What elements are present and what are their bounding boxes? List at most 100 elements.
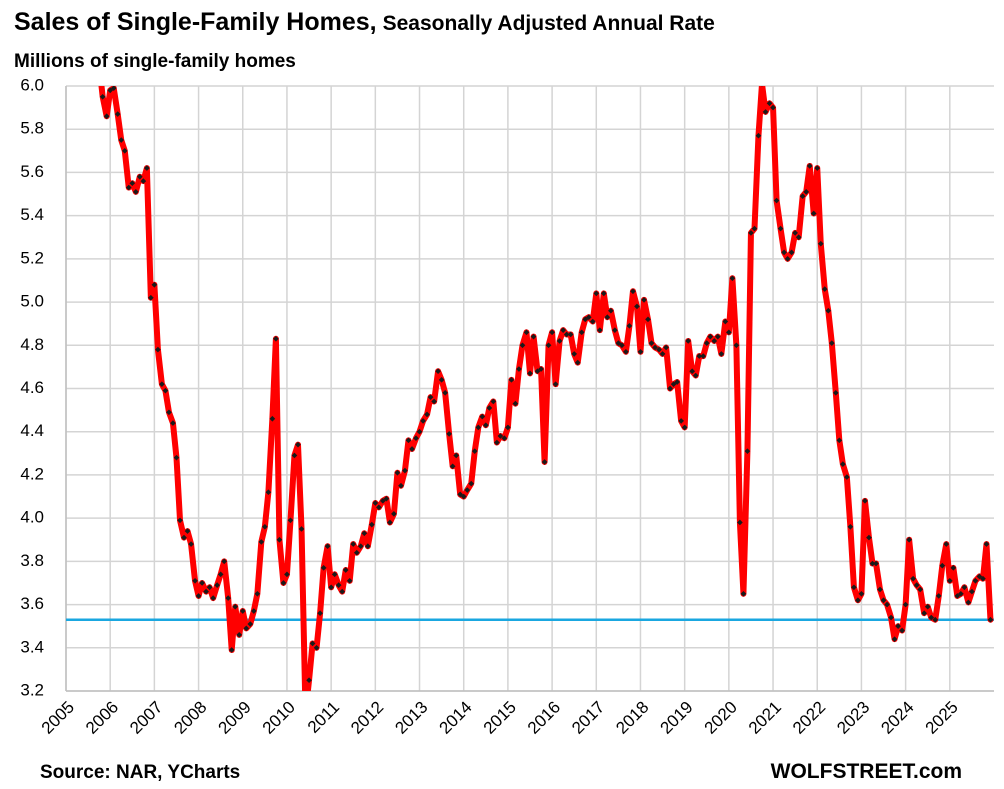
data-point: [821, 286, 828, 292]
data-point: [634, 303, 640, 310]
y-tick-label: 4.8: [20, 335, 44, 354]
data-point: [714, 333, 721, 340]
data-point: [162, 387, 169, 394]
data-point: [173, 454, 180, 461]
data-point: [902, 601, 909, 608]
data-point: [376, 504, 382, 511]
data-point: [239, 608, 246, 614]
data-point: [663, 344, 669, 351]
y-tick-label: 3.8: [20, 551, 44, 570]
data-point: [884, 601, 890, 608]
y-tick-label: 5.6: [20, 162, 44, 181]
data-point: [383, 495, 390, 502]
data-point: [777, 225, 784, 232]
x-tick-label: 2025: [922, 698, 962, 738]
data-point: [667, 385, 673, 392]
data-point: [405, 437, 412, 444]
data-point: [339, 588, 346, 595]
data-point: [726, 329, 732, 336]
data-point: [195, 593, 202, 599]
data-point: [372, 500, 379, 506]
data-point: [309, 640, 316, 647]
data-point: [125, 184, 132, 191]
data-point: [435, 368, 441, 375]
data-point: [656, 346, 662, 353]
data-point: [364, 543, 371, 550]
data-point: [567, 331, 574, 338]
data-point: [269, 415, 276, 422]
data-point: [921, 610, 928, 617]
data-point: [538, 366, 544, 372]
data-point: [737, 519, 743, 526]
data-point: [346, 577, 353, 584]
data-point: [431, 398, 437, 405]
data-point: [265, 489, 272, 496]
data-line: [98, 86, 994, 691]
data-point: [571, 351, 578, 357]
data-point: [170, 420, 176, 426]
data-point: [99, 93, 106, 100]
data-point: [250, 608, 257, 614]
data-point: [773, 197, 780, 204]
data-point: [556, 338, 563, 344]
data-point: [228, 647, 235, 653]
y-tick-label: 4.4: [20, 421, 44, 440]
x-tick-label: 2008: [170, 698, 210, 738]
data-point: [192, 577, 198, 584]
data-point: [460, 493, 467, 500]
data-point: [880, 597, 887, 604]
y-tick-label: 3.6: [20, 594, 44, 613]
data-point: [243, 625, 250, 632]
data-point: [862, 498, 868, 504]
data-point: [722, 318, 729, 325]
data-point: [733, 342, 740, 349]
data-point: [284, 571, 290, 578]
data-point: [696, 353, 703, 359]
data-point: [380, 498, 386, 504]
data-point: [103, 113, 110, 120]
source: Source: NAR, YCharts: [40, 762, 240, 783]
data-point: [519, 342, 526, 349]
data-point: [177, 517, 183, 524]
data-point: [744, 448, 751, 454]
data-point: [563, 331, 570, 338]
data-point: [600, 290, 607, 297]
data-point: [335, 582, 342, 588]
data-point: [917, 586, 924, 593]
y-tick-label: 5.2: [20, 248, 44, 267]
data-point: [623, 348, 629, 355]
data-point: [781, 249, 787, 256]
data-point: [501, 435, 508, 442]
x-tick-label: 2024: [877, 698, 917, 738]
data-point: [549, 329, 555, 336]
data-point: [946, 577, 953, 584]
data-point: [114, 111, 121, 117]
data-point: [424, 411, 430, 418]
data-point: [574, 359, 581, 366]
data-point: [523, 329, 530, 336]
data-point: [129, 180, 136, 187]
data-point: [303, 710, 309, 716]
data-point: [490, 398, 497, 405]
data-point: [78, 0, 84, 2]
data-point: [313, 644, 320, 651]
data-point: [132, 189, 139, 195]
data-point: [877, 586, 883, 593]
data-point: [795, 234, 802, 241]
data-point: [184, 528, 191, 534]
data-point: [924, 603, 931, 610]
x-tick-label: 2023: [833, 698, 873, 738]
data-point: [552, 381, 559, 388]
data-point: [357, 543, 364, 550]
data-point: [534, 368, 541, 375]
data-point: [63, 79, 69, 85]
data-point: [317, 610, 323, 617]
x-tick-label: 2021: [745, 698, 785, 738]
data-point: [652, 344, 658, 351]
data-point: [420, 418, 426, 424]
data-point: [320, 565, 327, 571]
data-point: [589, 318, 596, 325]
y-tick-label: 5.4: [20, 205, 44, 224]
data-point: [928, 614, 935, 621]
